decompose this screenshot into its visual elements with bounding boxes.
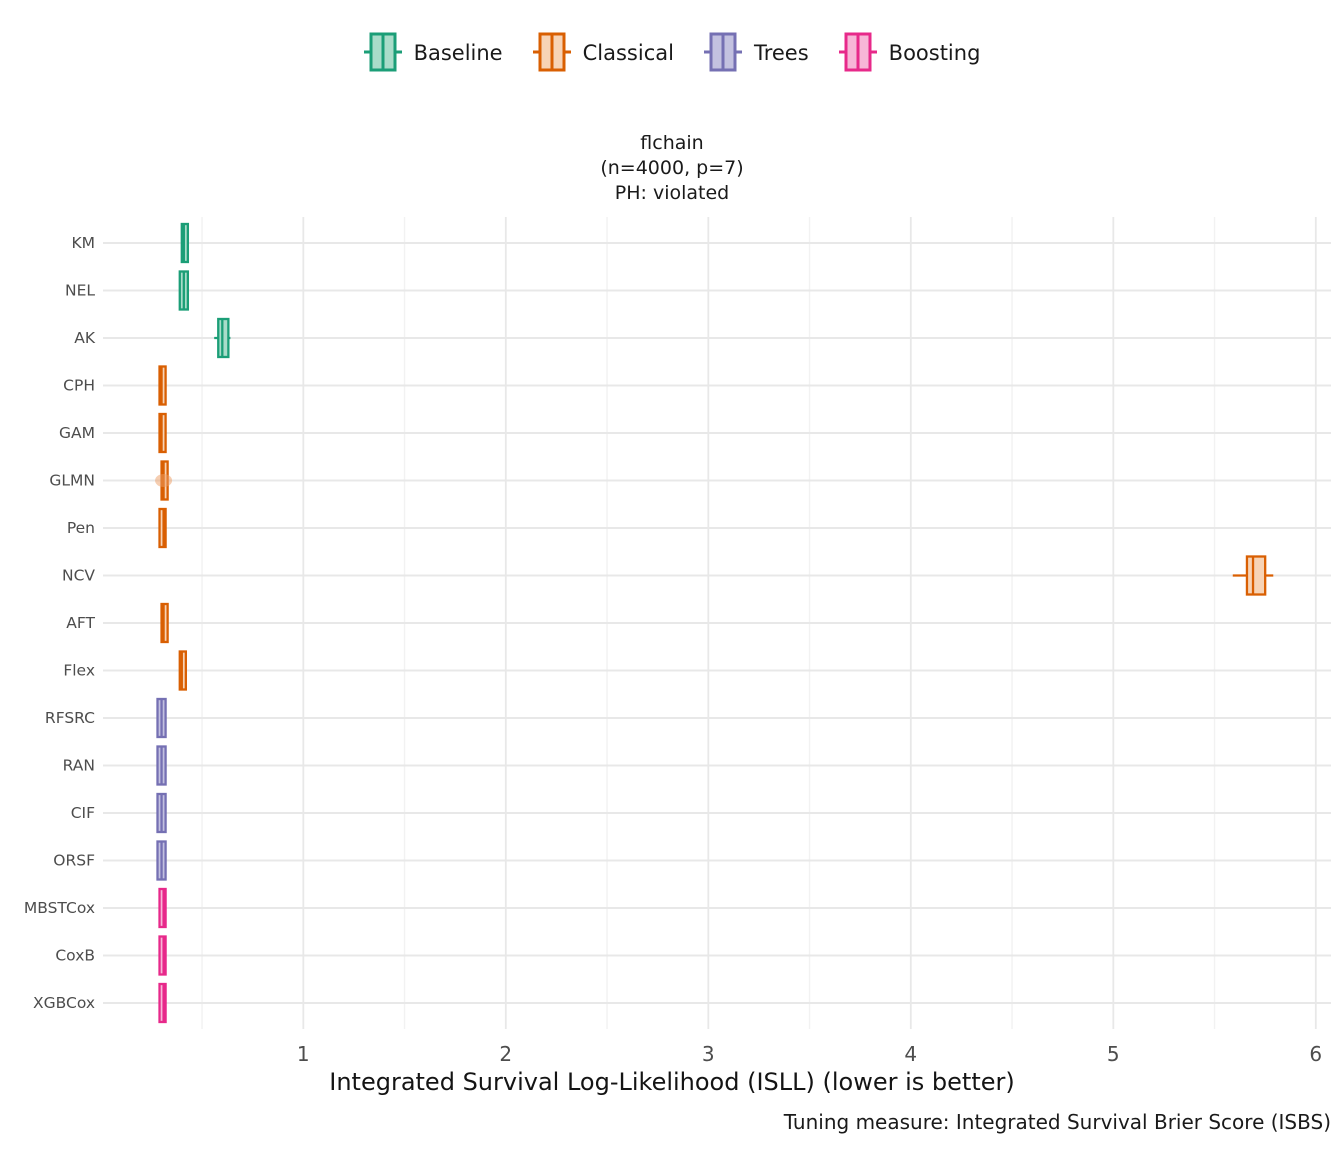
plot-caption: Tuning measure: Integrated Survival Brie… bbox=[783, 1110, 1331, 1134]
boxplot-key-icon bbox=[703, 32, 742, 72]
legend: Baseline Classical Trees Boosting bbox=[0, 31, 1344, 75]
boxplot-key-icon bbox=[363, 32, 402, 72]
boxplot-AK bbox=[214, 317, 231, 359]
legend-item-baseline: Baseline bbox=[363, 31, 503, 75]
y-axis-label: GAM bbox=[59, 424, 95, 442]
y-axis-label: KM bbox=[71, 234, 95, 252]
boxplot-CPH bbox=[158, 365, 167, 406]
legend-label: Boosting bbox=[888, 41, 981, 65]
y-axis-label: GLMN bbox=[49, 472, 95, 490]
boxplot-RFSRC bbox=[156, 697, 167, 739]
x-axis-tick-label: 4 bbox=[904, 1042, 917, 1066]
y-axis-label: MBSTCox bbox=[24, 899, 95, 917]
box-rect bbox=[1245, 555, 1267, 596]
boxplot-NEL bbox=[178, 270, 190, 311]
boxplot-key-icon bbox=[838, 32, 877, 72]
boxplot-MBSTCox bbox=[158, 887, 167, 929]
y-axis-label: XGBCox bbox=[33, 994, 95, 1012]
boxplot-Flex bbox=[178, 650, 187, 691]
plot-subtitle-line1: (n=4000, p=7) bbox=[600, 157, 744, 179]
legend-item-trees: Trees bbox=[703, 31, 809, 75]
y-axis-label: Flex bbox=[63, 662, 95, 680]
y-axis-label: CPH bbox=[63, 377, 95, 395]
y-axis-label: NCV bbox=[62, 567, 95, 585]
x-axis-title: Integrated Survival Log-Likelihood (ISLL… bbox=[329, 1068, 1015, 1096]
y-axis-label: AFT bbox=[66, 614, 95, 632]
boxplot-Pen bbox=[158, 507, 167, 549]
gridlines bbox=[103, 217, 1331, 1029]
boxplot-key-icon bbox=[532, 32, 571, 72]
x-axis-tick-label: 3 bbox=[702, 1042, 715, 1066]
legend-label: Trees bbox=[753, 41, 809, 65]
y-axis-label: RFSRC bbox=[45, 709, 95, 727]
y-axis-label: CoxB bbox=[55, 947, 95, 965]
x-axis-tick-label: 2 bbox=[499, 1042, 512, 1066]
boxplot-NCV bbox=[1232, 555, 1274, 596]
x-axis-tick-label: 5 bbox=[1107, 1042, 1120, 1066]
plot-title: flchain bbox=[640, 132, 704, 154]
y-axis-label: CIF bbox=[71, 804, 95, 822]
x-axis-tick-label: 1 bbox=[297, 1042, 310, 1066]
boxplot-ORSF bbox=[156, 840, 167, 881]
y-axis-label: RAN bbox=[63, 757, 95, 775]
boxplot-KM bbox=[180, 222, 190, 264]
y-axis-label: NEL bbox=[65, 282, 95, 300]
boxplot-XGBCox bbox=[158, 982, 167, 1024]
boxplot-RAN bbox=[156, 745, 167, 786]
x-axis-tick-label: 6 bbox=[1309, 1042, 1322, 1066]
boxplot-CIF bbox=[156, 792, 167, 834]
legend-item-boosting: Boosting bbox=[838, 31, 981, 75]
boxplot-CoxB bbox=[158, 935, 167, 976]
y-axis-label: AK bbox=[74, 329, 96, 347]
boxplot-GAM bbox=[158, 412, 167, 454]
boxplot-AFT bbox=[160, 602, 169, 644]
legend-label: Classical bbox=[582, 41, 674, 65]
legend-label: Baseline bbox=[413, 41, 503, 65]
outlier-point bbox=[155, 474, 173, 487]
plot-title-block: flchain (n=4000, p=7) PH: violated bbox=[0, 131, 1344, 206]
boxplot-GLMN bbox=[155, 460, 173, 501]
y-axis-label: Pen bbox=[67, 519, 95, 537]
legend-item-classical: Classical bbox=[532, 31, 674, 75]
y-axis-label: ORSF bbox=[53, 852, 95, 870]
plot-subtitle-line2: PH: violated bbox=[614, 182, 730, 204]
